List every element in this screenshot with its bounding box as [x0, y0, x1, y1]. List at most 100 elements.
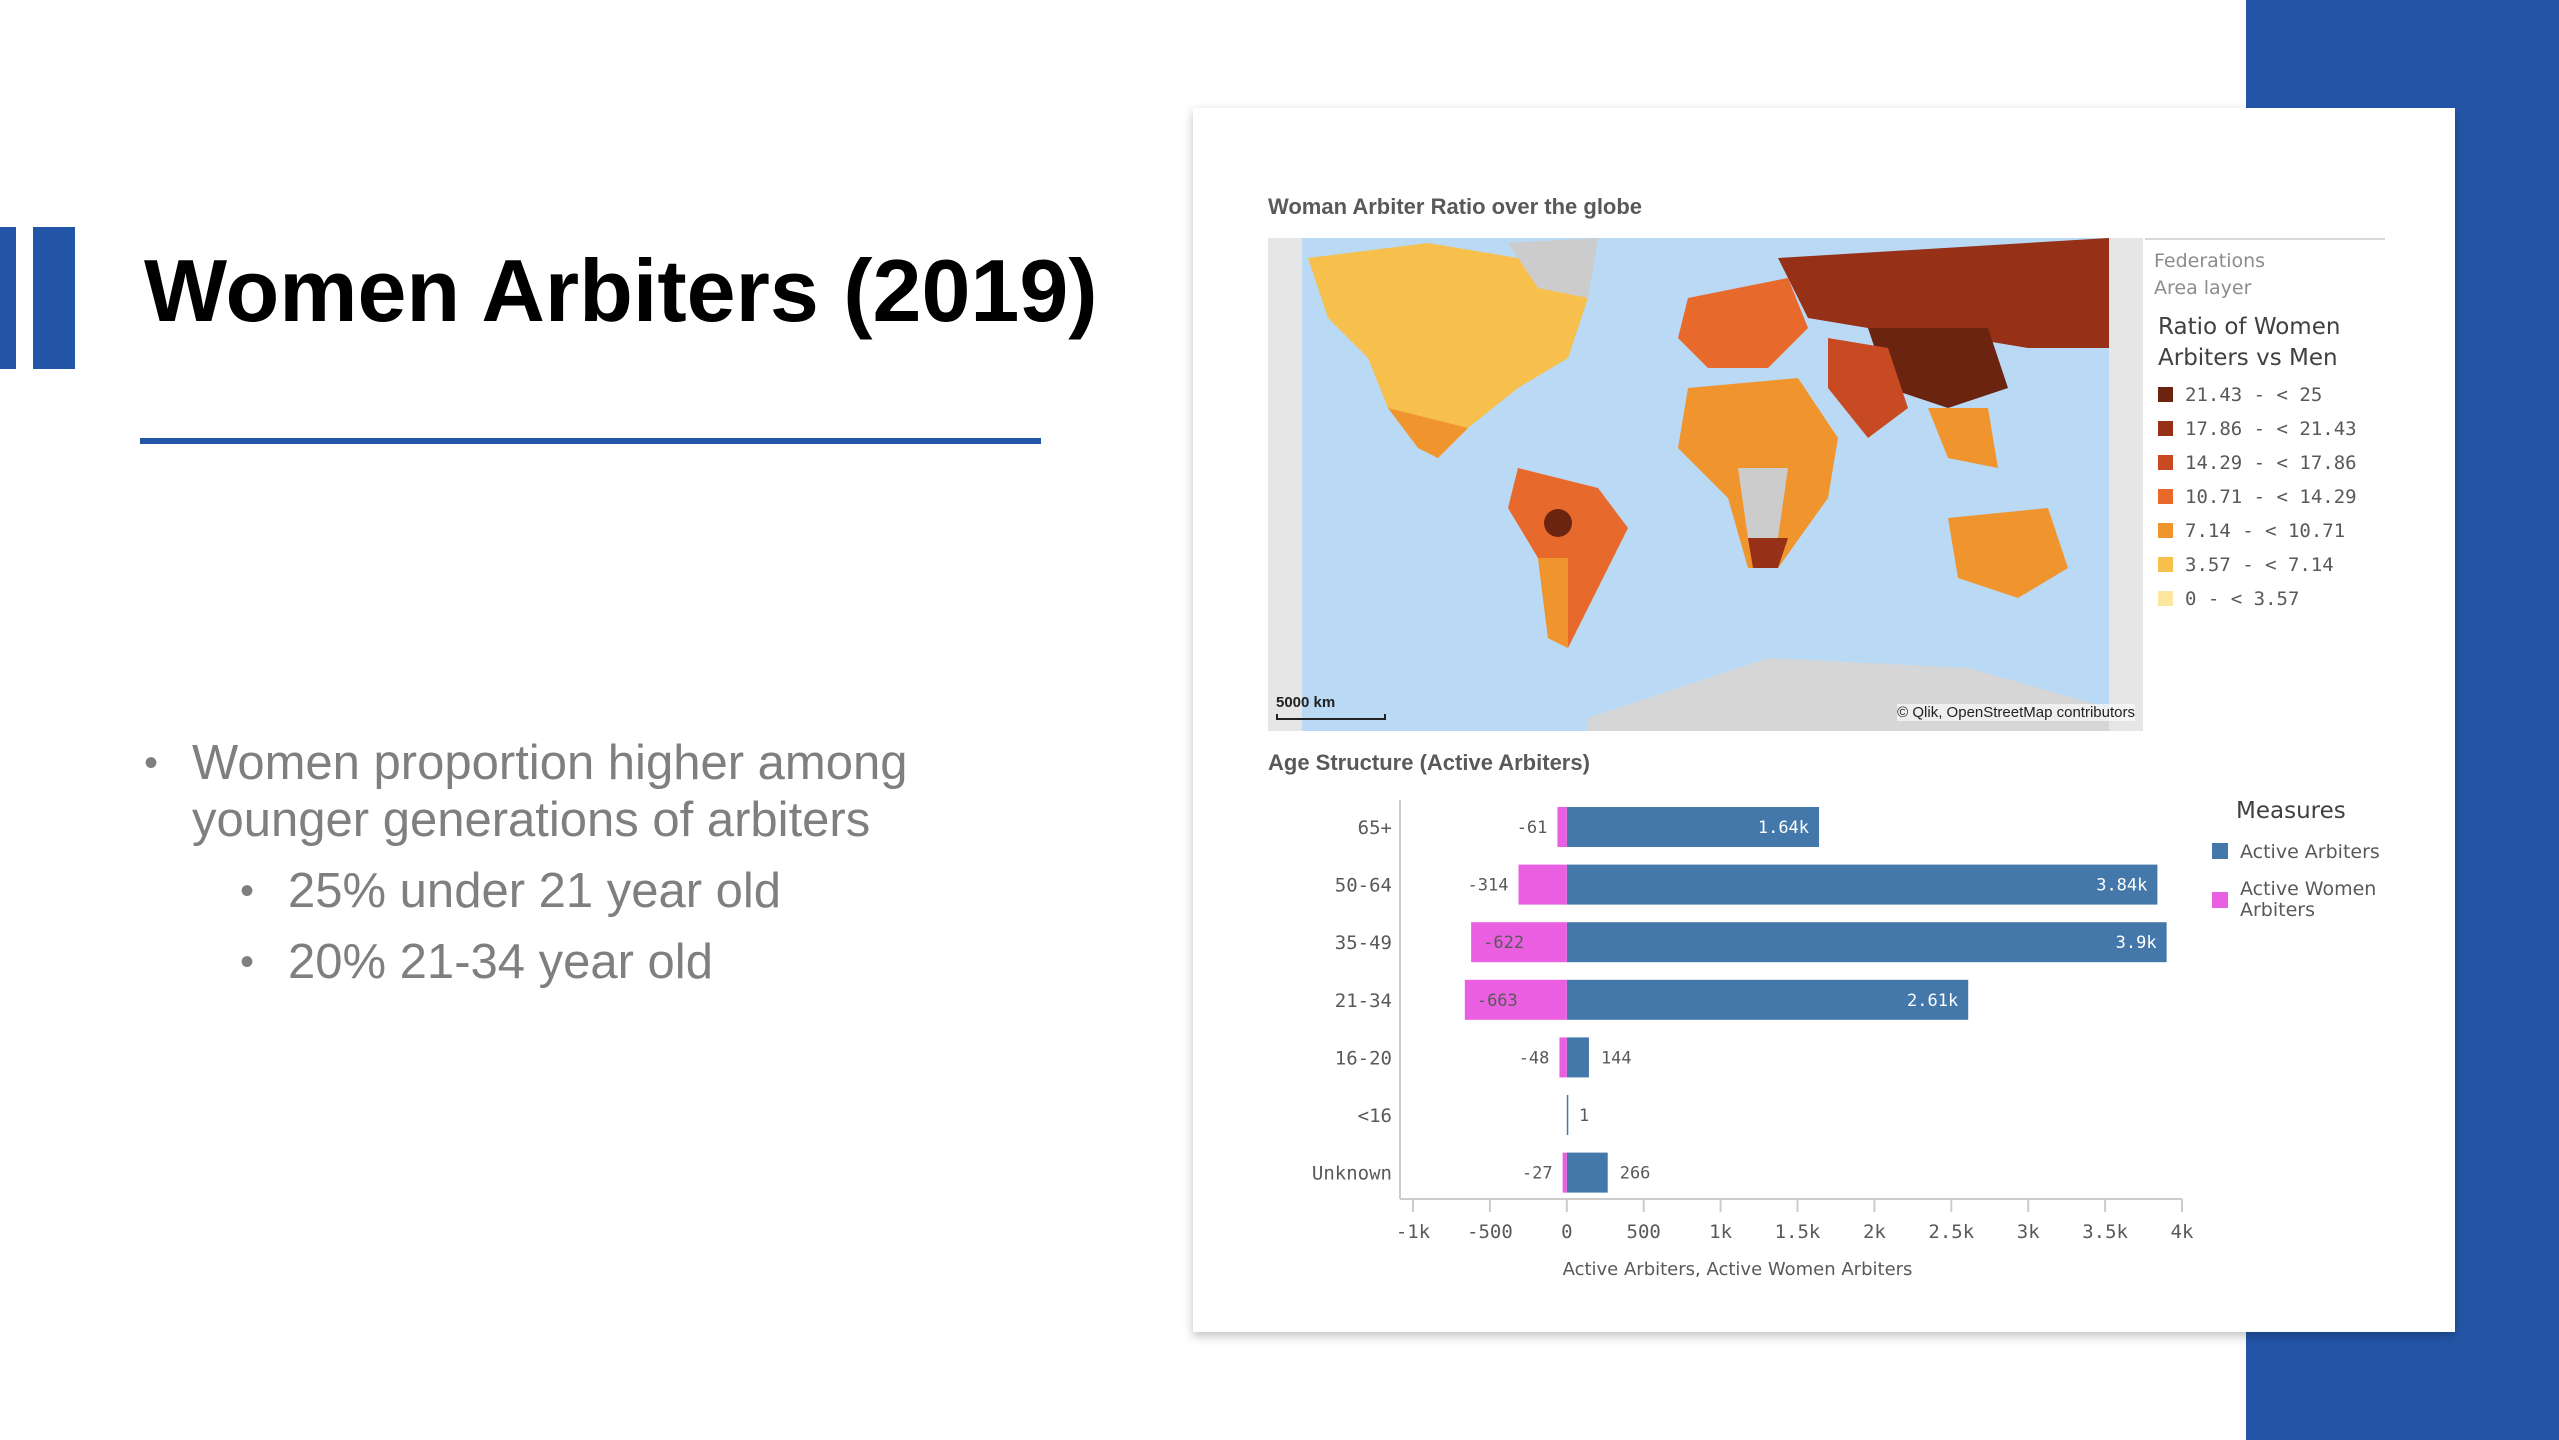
bar-label-active-arbiters: 1.64k [1758, 818, 1809, 838]
bullet-1: • Women proportion higher among younger … [144, 735, 908, 849]
x-tick-label: 3.5k [2082, 1221, 2128, 1243]
x-tick-label: 500 [1627, 1221, 1661, 1243]
x-tick-label: -1k [1396, 1221, 1431, 1243]
bar-active-arbiters [1566, 979, 1969, 1020]
world-map[interactable]: 5000 km © Qlik, OpenStreetMap contributo… [1268, 238, 2143, 731]
map-scale: 5000 km [1276, 694, 1336, 711]
x-tick-label: 3k [2017, 1221, 2040, 1243]
map-title: Woman Arbiter Ratio over the globe [1268, 194, 1643, 219]
legend-layer: Federations [2154, 250, 2266, 272]
legend-swatch [2158, 387, 2173, 402]
map-attribution[interactable]: © Qlik, OpenStreetMap contributors [1897, 704, 2135, 721]
y-tick-label: 65+ [1358, 817, 1392, 839]
bar-label-active-arbiters: 3.84k [2096, 876, 2147, 896]
legend-label: 21.43 - < 25 [2185, 384, 2323, 406]
bar-active-arbiters [1566, 1152, 1608, 1193]
legend-swatch [2158, 455, 2173, 470]
y-tick-label: 35-49 [1335, 932, 1392, 954]
bar-active-arbiters [1566, 1095, 1569, 1135]
bullet-3: • 20% 21-34 year old [240, 934, 713, 991]
legend-label: 14.29 - < 17.86 [2185, 452, 2357, 474]
map-legend-item[interactable]: 7.14 - < 10.71 [2158, 520, 2345, 542]
bullet-text: 20% 21-34 year old [288, 935, 713, 989]
legend-swatch [2158, 591, 2173, 606]
legend-label-active-women-arbiters: Active Women [2240, 878, 2376, 900]
bullet-line: younger generations of arbiters [192, 793, 871, 847]
legend-swatch [2158, 523, 2173, 538]
legend-label-active-women-arbiters: Arbiters [2240, 899, 2315, 921]
greenland [1508, 238, 1598, 298]
x-tick-label: 2.5k [1928, 1221, 1974, 1243]
legend-label: 17.86 - < 21.43 [2185, 418, 2357, 440]
y-tick-label: 16-20 [1335, 1047, 1392, 1069]
legend-label: 7.14 - < 10.71 [2185, 520, 2346, 542]
bar-label-active-women-arbiters: -314 [1468, 876, 1509, 896]
legend-layer-type: Area layer [2154, 277, 2252, 299]
legend-label-active-arbiters: Active Arbiters [2240, 841, 2380, 863]
bar-active-women-arbiters [1471, 922, 1567, 963]
legend-title: Arbiters vs Men [2158, 345, 2338, 371]
y-tick-label: Unknown [1312, 1163, 1392, 1185]
bullet-2: • 25% under 21 year old [240, 863, 782, 920]
bar-label-active-women-arbiters: -622 [1483, 933, 1524, 953]
bar-label-active-arbiters: 3.9k [2116, 933, 2157, 953]
bar-active-women-arbiters [1518, 864, 1567, 905]
legend-label: 3.57 - < 7.14 [2185, 554, 2334, 576]
bar-label-active-arbiters: 2.61k [1907, 991, 1958, 1011]
chart-legend-title: Measures [2236, 798, 2346, 824]
bullet-text: 25% under 21 year old [288, 864, 782, 918]
title-underline [140, 438, 1041, 444]
legend-divider [2145, 238, 2385, 240]
bullet-dot: • [144, 741, 159, 785]
legend-title: Ratio of Women [2158, 314, 2341, 340]
bar-active-women-arbiters [1557, 807, 1567, 847]
bar-label-active-arbiters: 1 [1579, 1106, 1589, 1126]
y-tick-label: 21-34 [1335, 990, 1392, 1012]
x-axis-label: Active Arbiters, Active Women Arbiters [1563, 1259, 1913, 1280]
map-scale-bar [1276, 714, 1386, 720]
bar-label-active-women-arbiters: -61 [1517, 818, 1548, 838]
map-legend-item[interactable]: 3.57 - < 7.14 [2158, 554, 2334, 576]
map-legend-item[interactable]: 10.71 - < 14.29 [2158, 486, 2357, 508]
legend-label: 10.71 - < 14.29 [2185, 486, 2357, 508]
world-map-svg [1268, 238, 2143, 731]
north-america [1308, 243, 1588, 458]
bar-active-women-arbiters [1559, 1037, 1567, 1078]
title-accent-bar [0, 227, 16, 369]
bar-active-women-arbiters [1562, 1152, 1567, 1193]
x-tick-label: -500 [1467, 1221, 1513, 1243]
title-accent-bar [33, 227, 75, 369]
x-tick-label: 2k [1863, 1221, 1886, 1243]
bar-active-arbiters [1566, 1037, 1589, 1078]
europe [1678, 278, 1808, 368]
legend-swatch [2158, 489, 2173, 504]
legend-swatch-active-women-arbiters [2212, 892, 2228, 908]
russia-asia [1778, 238, 2109, 348]
bullet-line: Women proportion higher among [192, 736, 908, 790]
bar-active-women-arbiters [1464, 979, 1567, 1020]
x-tick-label: 1k [1709, 1221, 1732, 1243]
bar-label-active-women-arbiters: -48 [1519, 1048, 1550, 1068]
x-tick-label: 4k [2171, 1221, 2194, 1243]
legend-label: 0 - < 3.57 [2185, 588, 2300, 610]
chart-title: Age Structure (Active Arbiters) [1268, 750, 1590, 775]
x-tick-label: 1.5k [1775, 1221, 1821, 1243]
bar-active-arbiters [1566, 922, 2167, 963]
bar-label-active-women-arbiters: -27 [1522, 1164, 1553, 1184]
australia [1948, 508, 2068, 598]
map-legend-item[interactable]: 21.43 - < 25 [2158, 384, 2322, 406]
bar-label-active-arbiters: 266 [1620, 1164, 1651, 1184]
bullet-dot: • [240, 869, 255, 913]
map-legend-item[interactable]: 14.29 - < 17.86 [2158, 452, 2357, 474]
bar-label-active-women-arbiters: -663 [1477, 991, 1518, 1011]
y-tick-label: <16 [1358, 1105, 1392, 1127]
bullet-dot: • [240, 940, 255, 984]
x-tick-label: 0 [1561, 1221, 1572, 1243]
map-legend-item[interactable]: 17.86 - < 21.43 [2158, 418, 2357, 440]
legend-swatch-active-arbiters [2212, 843, 2228, 859]
legend-swatch [2158, 421, 2173, 436]
bar-label-active-arbiters: 144 [1601, 1048, 1632, 1068]
bar-active-arbiters [1566, 864, 2158, 905]
map-legend-item[interactable]: 0 - < 3.57 [2158, 588, 2299, 610]
